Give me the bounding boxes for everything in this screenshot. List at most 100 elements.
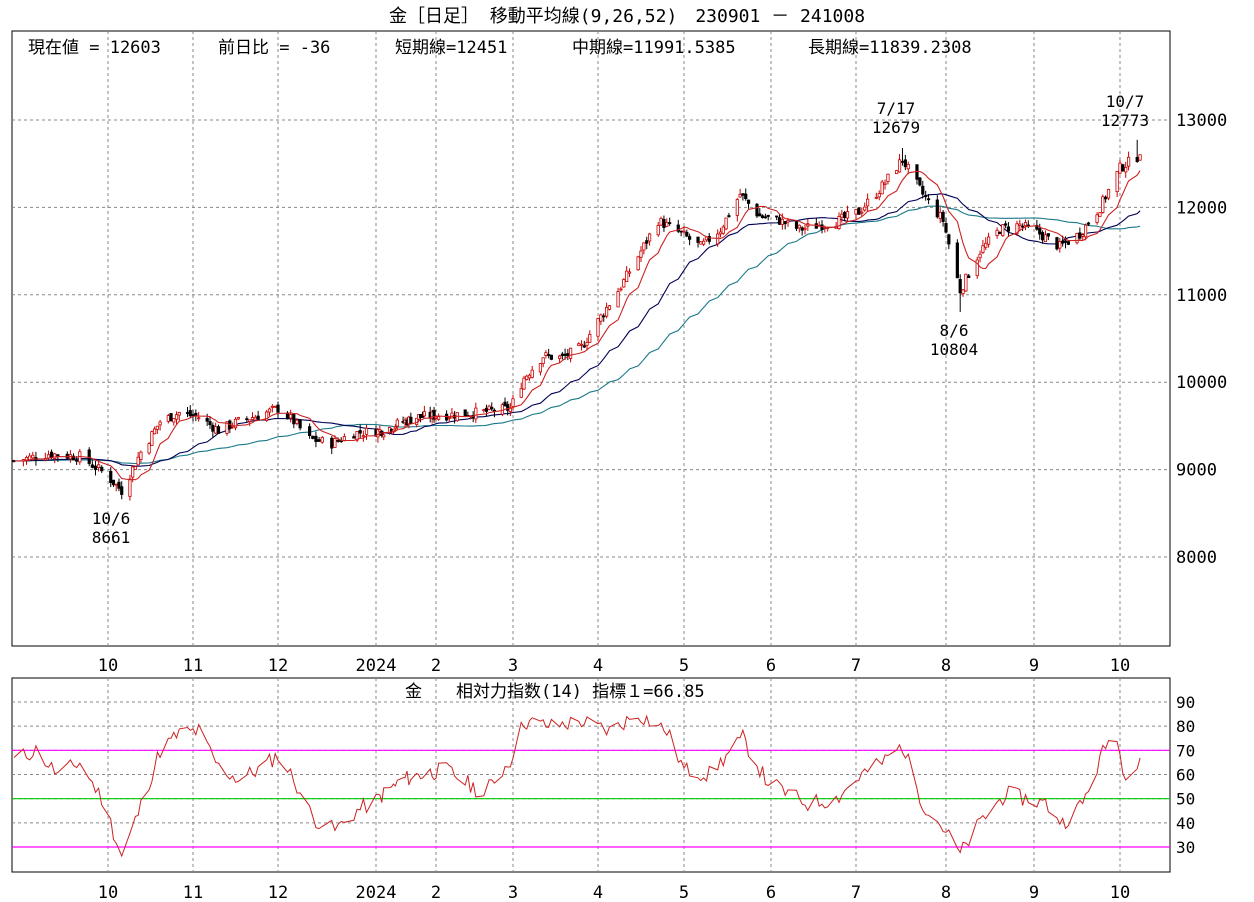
candle — [926, 193, 931, 205]
candle — [616, 287, 620, 308]
candle — [648, 232, 652, 246]
candle-body — [208, 421, 212, 426]
candle — [659, 216, 663, 227]
candle-body — [659, 217, 663, 226]
candle-body — [487, 405, 491, 410]
candle-body — [596, 318, 600, 337]
candle — [721, 224, 725, 235]
candle-body — [530, 369, 534, 378]
candle-body — [197, 417, 201, 420]
candle-body — [355, 430, 359, 441]
candle — [895, 169, 899, 175]
rsi-y-tick-label: 60 — [1176, 766, 1195, 785]
candle-body — [308, 426, 312, 436]
candle — [530, 365, 534, 379]
price-x-tick-label: 10 — [98, 656, 118, 676]
candle — [688, 233, 692, 246]
candle — [744, 188, 748, 201]
candle-body — [766, 214, 770, 217]
candle-body — [100, 466, 104, 472]
candle — [172, 418, 176, 426]
ma-short-path — [13, 170, 1141, 481]
candle-body — [153, 428, 157, 435]
candle-body — [688, 236, 692, 240]
candle — [273, 405, 277, 409]
candle-body — [563, 353, 567, 356]
candle-body — [1115, 171, 1119, 193]
candle — [1135, 139, 1139, 163]
candle-body — [1135, 156, 1139, 162]
candle-body — [995, 229, 999, 237]
candle-body — [926, 198, 931, 201]
candle — [418, 413, 423, 423]
candle-body — [797, 224, 801, 229]
candle-body — [265, 411, 269, 421]
price-x-tick-label: 5 — [679, 656, 689, 676]
candle — [642, 242, 646, 255]
candle-body — [544, 352, 548, 356]
candle — [1046, 233, 1050, 241]
rsi-levels — [12, 749, 1170, 848]
candle — [863, 202, 867, 212]
annotation-date: 8/6 — [940, 321, 969, 340]
candle — [679, 230, 683, 237]
candle-body — [216, 426, 221, 434]
candle — [758, 207, 762, 217]
candle-body — [716, 233, 720, 245]
candle-body — [317, 439, 321, 442]
candle — [87, 447, 91, 467]
candle — [188, 405, 192, 419]
price-y-axis: 8000 9000 10000 11000 12000 13000 — [1176, 111, 1227, 568]
candle-body — [560, 353, 564, 356]
candle — [248, 419, 252, 427]
candle-body — [267, 408, 272, 413]
candle-body — [577, 343, 581, 347]
candle-body — [978, 253, 982, 259]
candle-body — [843, 212, 847, 219]
candle — [622, 278, 626, 288]
candle-body — [627, 271, 632, 274]
candle-body — [330, 437, 334, 449]
candle-body — [177, 412, 181, 416]
candle-body — [393, 426, 397, 429]
candle — [364, 424, 369, 440]
candle-body — [295, 419, 299, 424]
candle — [958, 274, 962, 312]
candle-body — [636, 256, 640, 271]
candle-body — [447, 416, 451, 419]
candle-body — [490, 406, 494, 410]
candle — [358, 424, 362, 439]
candle — [1115, 171, 1119, 197]
candle — [1095, 212, 1099, 225]
candle-body — [967, 275, 971, 278]
candle — [639, 246, 643, 262]
candle — [236, 416, 240, 420]
rsi-x-tick-label: 7 — [851, 883, 861, 902]
candle — [1138, 154, 1142, 161]
candle-body — [602, 315, 606, 318]
candle — [662, 215, 666, 232]
rsi-y-tick-label: 70 — [1176, 741, 1195, 760]
candle-body — [718, 231, 723, 235]
candle-body — [800, 227, 804, 231]
candle-body — [511, 398, 515, 407]
annotation-value: 12773 — [1101, 111, 1149, 130]
candle-body — [1124, 167, 1128, 173]
candle — [702, 238, 706, 247]
candle-body — [763, 216, 767, 219]
candle — [330, 436, 334, 455]
candle-body — [109, 470, 113, 483]
candle — [938, 206, 942, 224]
candle-body — [285, 412, 290, 420]
candle — [900, 148, 905, 166]
candle-body — [245, 418, 249, 421]
candle — [998, 231, 1002, 235]
candle — [845, 205, 850, 222]
candle-body — [93, 465, 98, 470]
candle — [90, 460, 94, 469]
candle — [625, 266, 629, 283]
candle — [295, 418, 299, 426]
candle-body — [1066, 241, 1070, 245]
rsi-x-tick-label: 11 — [183, 883, 203, 902]
candle — [718, 227, 723, 238]
